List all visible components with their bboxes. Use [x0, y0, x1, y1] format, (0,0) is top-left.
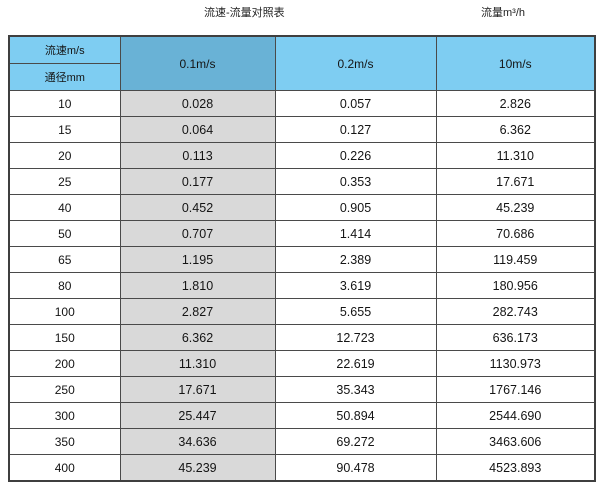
cell-dn: 350 [8, 428, 121, 455]
cell-flow-0.2: 2.389 [274, 246, 437, 273]
cell-flow-0.2: 0.057 [274, 90, 437, 117]
column-header-1: 0.2m/s [274, 35, 437, 91]
cell-flow-10: 2544.690 [435, 402, 596, 429]
cell-flow-0.2: 35.343 [274, 376, 437, 403]
cell-dn: 150 [8, 324, 121, 351]
cell-flow-0.1: 0.064 [119, 116, 276, 143]
cell-flow-10: 1130.973 [435, 350, 596, 377]
cell-flow-10: 119.459 [435, 246, 596, 273]
table-row: 50 0.707 1.414 70.686 [8, 220, 596, 247]
table-row: 65 1.195 2.389 119.459 [8, 246, 596, 273]
column-header-2: 10m/s [435, 35, 596, 91]
cell-flow-0.2: 0.127 [274, 116, 437, 143]
cell-flow-10: 180.956 [435, 272, 596, 299]
table-row: 150 6.362 12.723 636.173 [8, 324, 596, 351]
header-row-bottom: 通径mm [8, 63, 595, 91]
cell-flow-0.1: 6.362 [119, 324, 276, 351]
cell-flow-0.1: 2.827 [119, 298, 276, 325]
cell-flow-0.2: 0.226 [274, 142, 437, 169]
cell-flow-10: 3463.606 [435, 428, 596, 455]
cell-flow-10: 636.173 [435, 324, 596, 351]
cell-flow-0.2: 50.894 [274, 402, 437, 429]
cell-flow-0.1: 0.707 [119, 220, 276, 247]
cell-flow-0.2: 0.905 [274, 194, 437, 221]
cell-dn: 15 [8, 116, 121, 143]
chart-title: 流速-流量对照表 [204, 7, 285, 19]
cell-flow-10: 2.826 [435, 90, 596, 117]
cell-flow-10: 282.743 [435, 298, 596, 325]
cell-flow-0.1: 0.177 [119, 168, 276, 195]
cell-dn: 65 [8, 246, 121, 273]
table-row: 10 0.028 0.057 2.826 [8, 90, 596, 117]
table-row: 200 11.310 22.619 1130.973 [8, 350, 596, 377]
cell-flow-10: 4523.893 [435, 454, 596, 482]
cell-flow-0.2: 69.272 [274, 428, 437, 455]
cell-dn: 50 [8, 220, 121, 247]
cell-flow-10: 70.686 [435, 220, 596, 247]
cell-dn: 20 [8, 142, 121, 169]
cell-flow-0.1: 1.810 [119, 272, 276, 299]
table-head: 流速m/s 0.1m/s 0.2m/s 10m/s 通径mm [8, 35, 596, 91]
cell-flow-0.1: 0.028 [119, 90, 276, 117]
cell-flow-10: 11.310 [435, 142, 596, 169]
flow-velocity-table: 流速m/s 0.1m/s 0.2m/s 10m/s 通径mm 10 0.028 … [8, 35, 596, 482]
cell-flow-0.1: 17.671 [119, 376, 276, 403]
cell-flow-10: 45.239 [435, 194, 596, 221]
table-row: 20 0.113 0.226 11.310 [8, 142, 596, 169]
header-row-top: 流速m/s 0.1m/s 0.2m/s 10m/s [8, 35, 596, 91]
cell-flow-0.1: 25.447 [119, 402, 276, 429]
cell-flow-10: 1767.146 [435, 376, 596, 403]
cell-flow-0.2: 0.353 [274, 168, 437, 195]
cell-dn: 300 [8, 402, 121, 429]
table-row: 100 2.827 5.655 282.743 [8, 298, 596, 325]
cell-dn: 40 [8, 194, 121, 221]
cell-flow-0.2: 12.723 [274, 324, 437, 351]
cell-dn: 200 [8, 350, 121, 377]
table-row: 40 0.452 0.905 45.239 [8, 194, 596, 221]
corner-header-diameter: 通径mm [8, 63, 121, 91]
flow-unit-label: 流量m³/h [481, 7, 525, 19]
corner-header-velocity: 流速m/s [8, 35, 121, 64]
cell-flow-10: 17.671 [435, 168, 596, 195]
cell-flow-0.2: 5.655 [274, 298, 437, 325]
cell-flow-0.1: 11.310 [119, 350, 276, 377]
table-row: 400 45.239 90.478 4523.893 [8, 454, 596, 482]
table-row: 350 34.636 69.272 3463.606 [8, 428, 596, 455]
cell-flow-0.2: 90.478 [274, 454, 437, 482]
cell-flow-0.1: 1.195 [119, 246, 276, 273]
table-body: 10 0.028 0.057 2.826 15 0.064 0.127 6.36… [8, 90, 596, 482]
table-row: 15 0.064 0.127 6.362 [8, 116, 596, 143]
table-row: 250 17.671 35.343 1767.146 [8, 376, 596, 403]
cell-flow-10: 6.362 [435, 116, 596, 143]
cell-dn: 250 [8, 376, 121, 403]
cell-flow-0.1: 34.636 [119, 428, 276, 455]
cell-flow-0.1: 45.239 [119, 454, 276, 482]
cell-dn: 10 [8, 90, 121, 117]
cell-dn: 400 [8, 454, 121, 482]
table-row: 300 25.447 50.894 2544.690 [8, 402, 596, 429]
table-row: 80 1.810 3.619 180.956 [8, 272, 596, 299]
table-row: 25 0.177 0.353 17.671 [8, 168, 596, 195]
cell-dn: 25 [8, 168, 121, 195]
flow-velocity-table-wrapper: 流速m/s 0.1m/s 0.2m/s 10m/s 通径mm 10 0.028 … [8, 35, 596, 482]
caption-bar: 流速-流量对照表 流量m³/h [0, 0, 600, 36]
cell-flow-0.1: 0.452 [119, 194, 276, 221]
cell-dn: 100 [8, 298, 121, 325]
cell-flow-0.2: 1.414 [274, 220, 437, 247]
cell-dn: 80 [8, 272, 121, 299]
cell-flow-0.2: 3.619 [274, 272, 437, 299]
column-header-0: 0.1m/s [119, 35, 276, 91]
cell-flow-0.1: 0.113 [119, 142, 276, 169]
cell-flow-0.2: 22.619 [274, 350, 437, 377]
